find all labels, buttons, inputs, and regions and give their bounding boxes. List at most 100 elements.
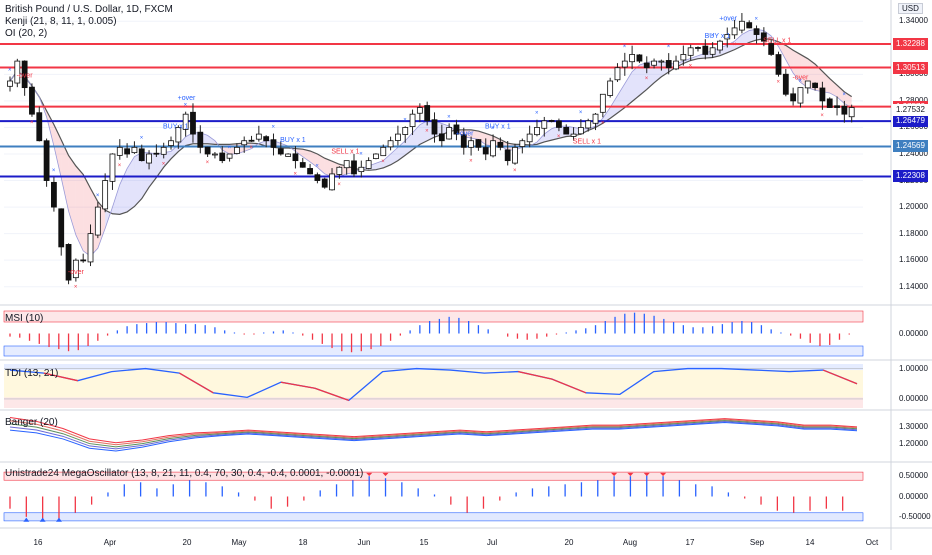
mega-sell-arrow [643,472,650,477]
candle-body [585,120,592,129]
over-marker: × [447,114,451,120]
candle-body [175,127,182,143]
candle-body [153,152,160,155]
currency-badge[interactable]: USD [898,3,923,14]
candle-body [797,87,804,104]
candle-body [819,87,826,102]
over-marker: × [293,171,297,177]
candle-body [673,60,679,70]
candle-body [292,153,299,162]
mega-upper-band [3,471,864,481]
candle-body [570,133,577,137]
candle-body [409,113,416,127]
price-tick-label: 1.14000 [899,281,928,291]
ma-cloud [654,61,662,83]
price-tick-label: 1.16000 [899,255,928,265]
candle-body [395,133,401,141]
over-marker: × [381,159,385,165]
tdi-down-segment [280,381,316,389]
candle-body [577,127,584,135]
over-marker: × [140,136,144,142]
candle-body [43,140,50,181]
over-marker: × [557,134,561,140]
banger-panel-title: Banger (20) [5,417,58,428]
price-tick-label: 1.28000 [899,96,928,105]
candle-body [460,134,467,148]
signal-annotation: BUY x 1 [163,124,189,131]
signal-annotation: -over [17,73,34,80]
ma-cloud [405,132,413,156]
ma-cloud [134,152,142,207]
candle-body [848,107,855,118]
mega-buy-arrow [39,517,46,522]
time-tick-label: Jul [486,538,498,547]
kenji-indicator-label: Kenji (21, 8, 11, 1, 0.005) [5,16,117,27]
tdi-down-segment [179,372,214,394]
tdi-tick-label: 0.00000 [899,393,928,403]
tdi-down-segment [551,378,587,394]
candle-body [299,162,306,168]
ma-cloud [551,126,559,141]
candle-body [109,153,116,182]
candle-body [687,47,694,56]
banger-tick-label: 1.20000 [899,438,928,448]
mega-sell-arrow [382,472,389,477]
candle-body [592,113,599,124]
candle-body [277,148,284,155]
candle-body [775,54,782,75]
candle-body [841,105,848,115]
tdi-down-segment [43,372,78,382]
signal-annotation: BUY x 1 [485,124,511,131]
candle-body [702,45,709,55]
mega-sell-arrow [660,472,667,477]
oi-indicator-label: OI (20, 2) [5,28,48,39]
candle-body [760,32,767,42]
tdi-mid-zone [4,370,863,398]
level-price-label: 1.30513 [893,61,928,74]
fast-ma-line [9,28,852,257]
candle-body [482,147,489,155]
over-marker: × [118,163,122,169]
candle-body [621,60,628,68]
over-marker: × [491,125,495,131]
time-tick-label: May [231,538,247,547]
over-marker: × [645,76,649,82]
time-tick-label: 20 [564,538,574,547]
candle-body [468,140,474,148]
over-marker: × [623,44,627,50]
time-tick-label: Sep [749,538,765,547]
megaoscillator-panel-title: Unistrade24 MegaOscillator (13, 8, 21, 1… [5,468,364,479]
candle-body [14,60,21,84]
candle-body [826,98,833,108]
candle-body [72,259,79,279]
candle-body [307,168,313,175]
candle-body [116,146,123,156]
candle-body [146,153,152,164]
level-price-label: 1.22308 [893,170,928,183]
ma-cloud [778,41,786,60]
signal-annotation: +over [178,95,196,102]
ma-cloud [207,135,215,145]
candle-body [665,60,672,69]
level-price-label: 1.32288 [893,37,928,50]
candle-body [387,140,394,148]
ma-cloud [471,129,479,140]
signal-annotation: BUY x 1 [280,137,306,144]
banger-band-line [9,422,858,452]
signal-annotation: +over [456,130,474,137]
over-marker: × [469,159,473,165]
ma-cloud [837,85,845,104]
candle-body [504,149,511,162]
candle-body [651,60,657,66]
over-marker: × [228,145,232,151]
ma-cloud [75,165,84,251]
over-marker: × [798,79,802,85]
ma-cloud [785,45,794,74]
candle-body [599,93,606,113]
ma-cloud [793,50,801,83]
candle-body [724,34,731,40]
price-tick-label: 1.34000 [899,16,928,26]
candle-body [314,174,321,181]
candle-body [321,178,328,188]
